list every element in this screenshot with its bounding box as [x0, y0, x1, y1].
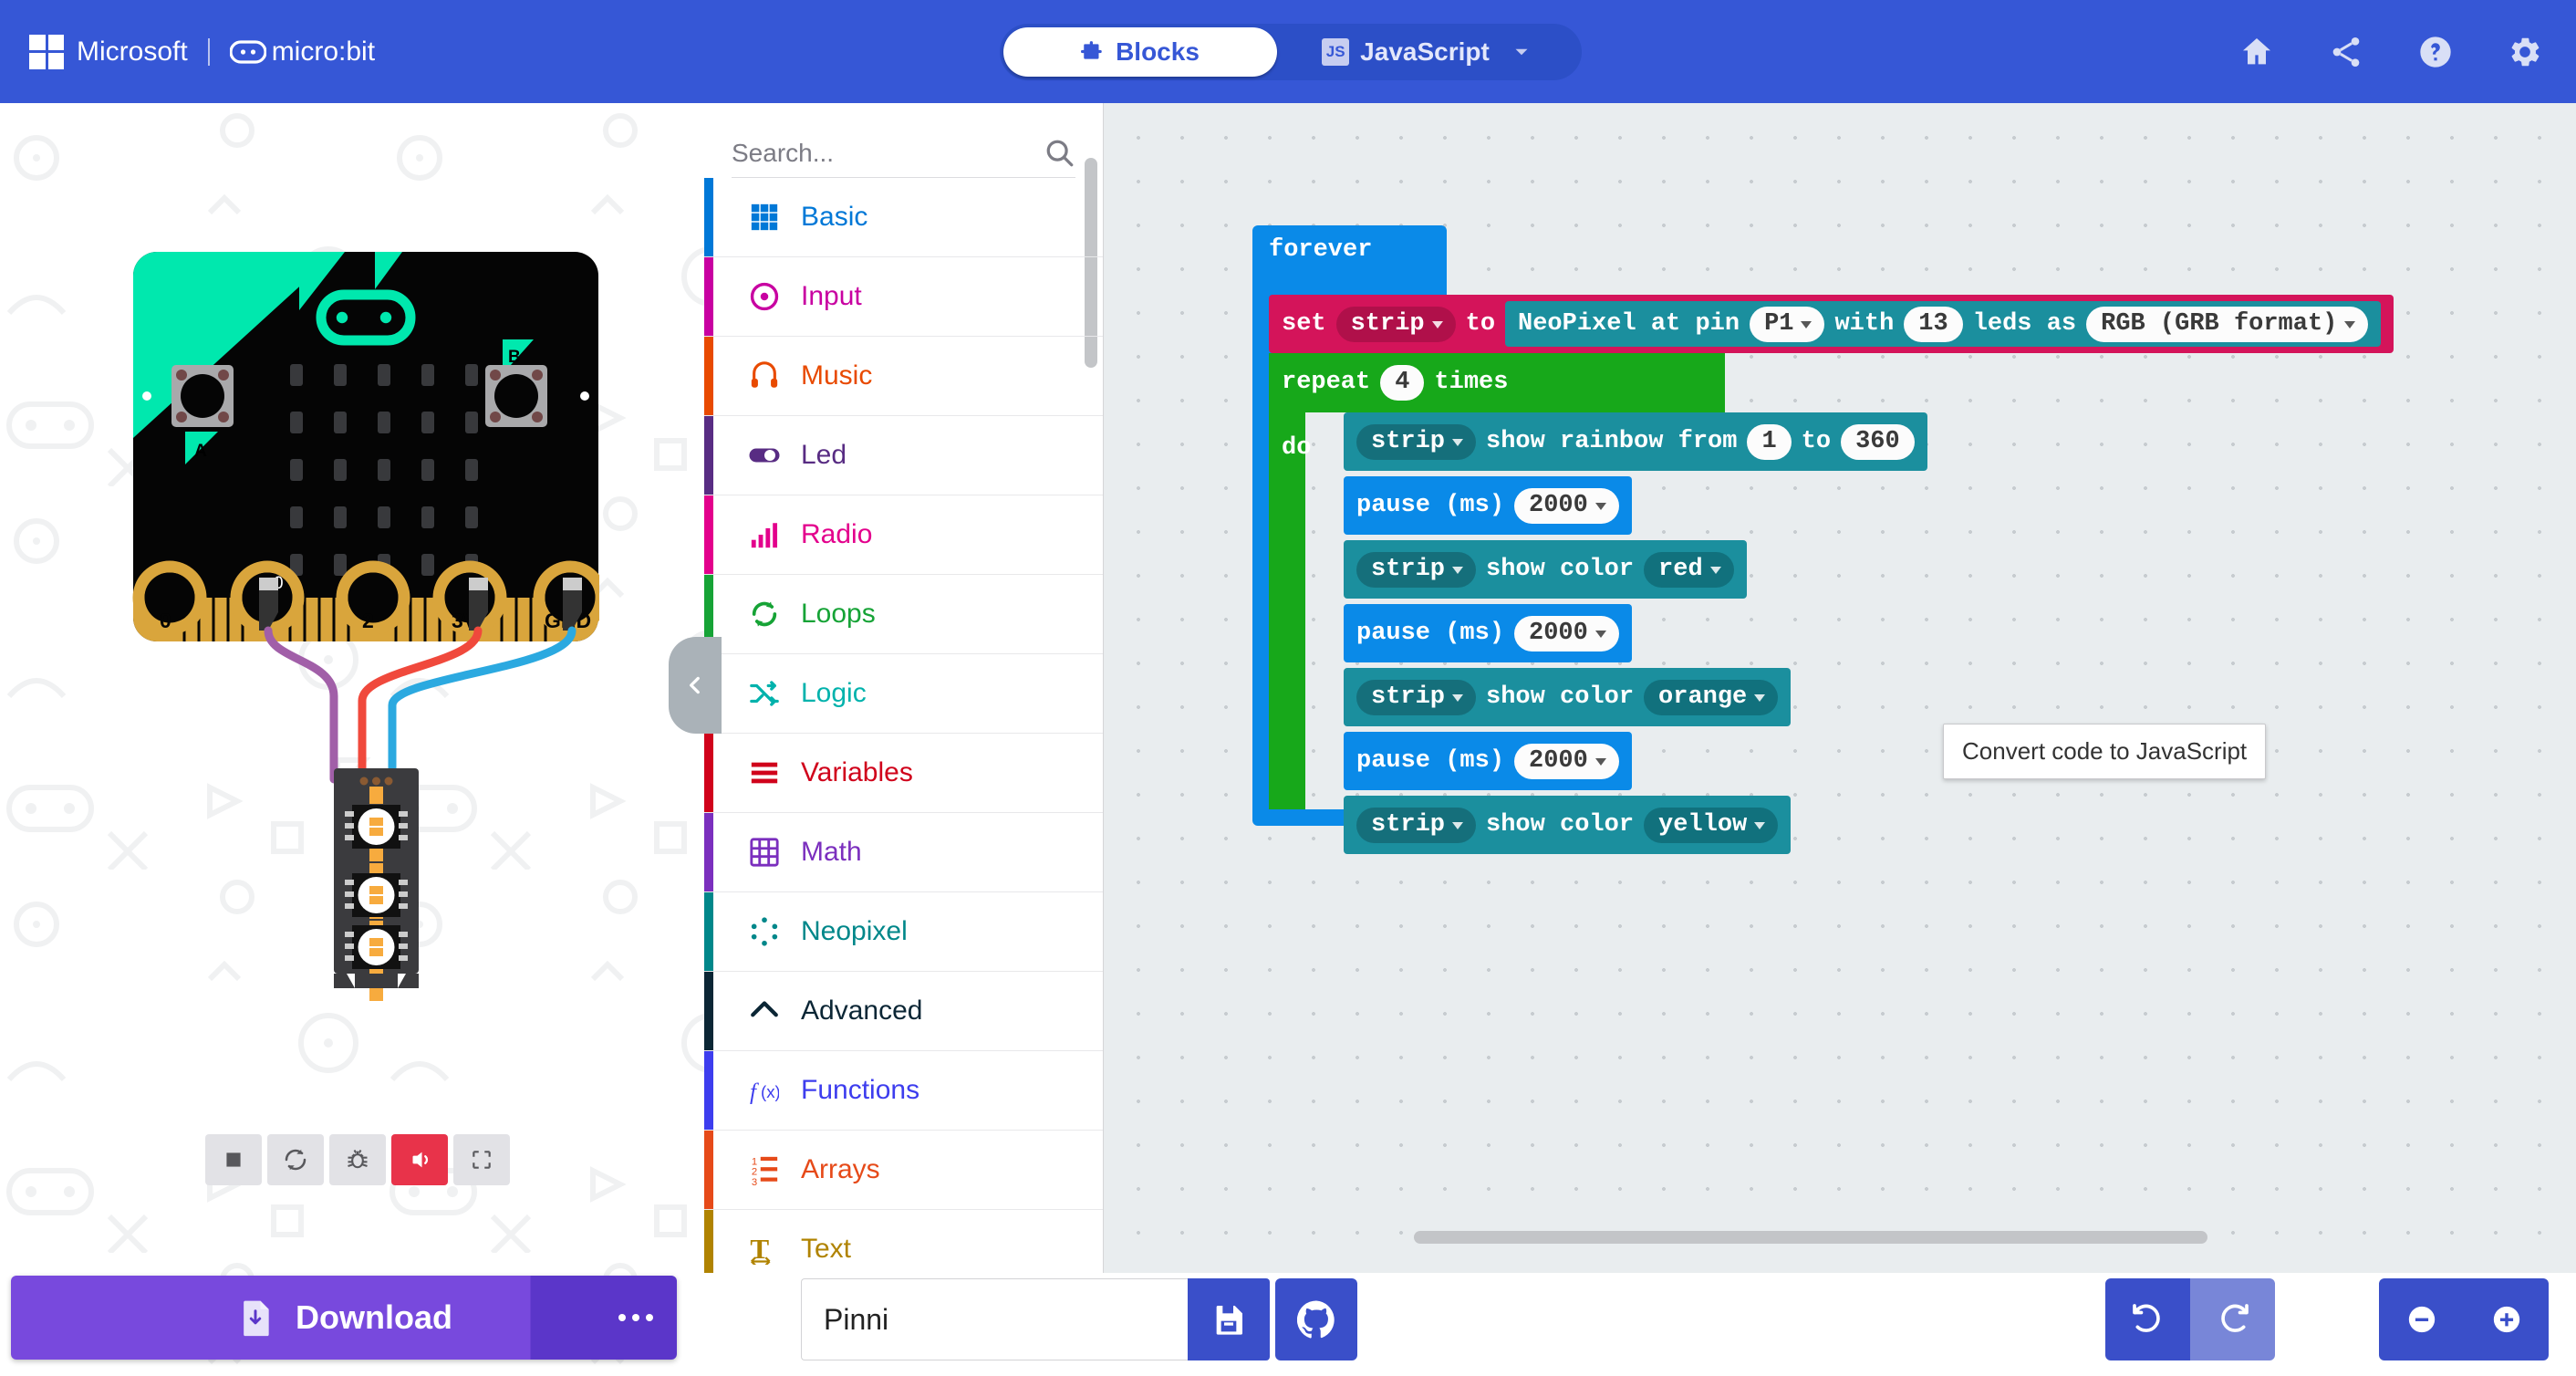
svg-text:1: 1 [752, 1156, 757, 1167]
svg-text:2: 2 [752, 1167, 757, 1178]
svg-text:3: 3 [752, 1177, 757, 1185]
svg-text:(x): (x) [761, 1082, 779, 1101]
svg-text:f: f [750, 1079, 759, 1104]
svg-text:A: A [194, 442, 207, 461]
svg-text:B: B [508, 348, 521, 367]
